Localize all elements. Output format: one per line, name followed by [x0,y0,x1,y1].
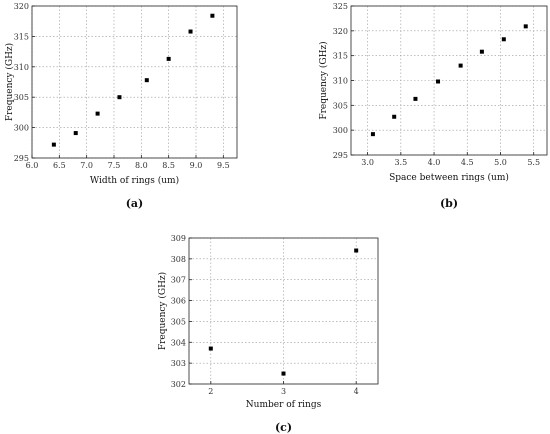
panel-label: (b) [440,197,458,210]
panel-label: (c) [275,421,292,434]
y-tick-label: 309 [171,234,186,243]
y-tick-label: 307 [171,276,186,285]
y-tick-label: 300 [14,124,29,133]
data-point [73,131,78,136]
y-tick-label: 308 [171,255,186,264]
x-tick-label: 7.0 [80,161,93,170]
y-axis-label: Frequency (GHz) [318,41,329,119]
y-tick-label: 304 [171,338,186,347]
y-tick-label: 315 [333,52,348,61]
x-tick-label: 3 [281,387,286,396]
x-axis-label: Number of rings [246,400,322,410]
data-point [208,346,213,351]
data-point [117,95,122,100]
panel-c: 2 3 4 302 303 304 305 306 307 308 309 Number of rin… [157,234,379,434]
panel-b: 3.0 3.5 4.0 4.5 5.0 5.5 295 300 305 310 315 320 325 S… [318,2,548,210]
data-point [281,371,286,376]
y-tick-label: 315 [14,32,29,41]
y-tick-label: 305 [333,101,348,110]
x-tick-label: 4.0 [428,158,441,167]
y-tick-label: 300 [333,126,348,135]
data-point [523,24,528,29]
y-tick-label: 295 [14,154,29,163]
x-tick-label: 3.0 [361,158,374,167]
x-tick-label: 4 [354,387,359,396]
plot-frame [31,5,238,159]
x-tick-label: 8.5 [162,161,175,170]
y-tick-label: 325 [333,2,348,11]
y-axis-label: Frequency (GHz) [4,43,15,121]
x-axis-label: Space between rings (um) [389,172,509,183]
y-tick-label: 310 [14,63,29,72]
data-point [210,13,215,18]
x-tick-label: 5.5 [527,158,540,167]
data-point [501,37,506,42]
x-tick-label: 9.0 [190,161,203,170]
y-tick-label: 303 [171,359,186,368]
data-point [370,132,375,137]
panel-label: (a) [126,197,144,210]
data-point [144,78,149,83]
data-point [436,79,441,84]
x-tick-label: 4.5 [461,158,474,167]
y-axis-label: Frequency (GHz) [157,272,168,350]
data-point [166,56,171,61]
y-tick-label: 305 [14,93,29,102]
panel-a: 6.0 6.5 7.0 7.5 8.0 8.5 9.0 9.5 295 300 305 310 315 3… [4,2,238,210]
y-tick-label: 310 [333,77,348,86]
x-tick-label: 9.5 [217,161,230,170]
data-point [95,111,100,116]
data-point [413,96,418,101]
y-tick-label: 295 [333,151,348,160]
y-tick-label: 320 [14,2,29,11]
data-point [392,114,397,119]
x-tick-label: 2 [208,387,213,396]
x-tick-label: 5.0 [494,158,507,167]
x-axis-label: Width of rings (um) [90,175,179,186]
x-tick-label: 6.0 [26,161,39,170]
data-point [354,248,359,253]
y-tick-label: 302 [171,380,186,389]
x-tick-label: 7.5 [108,161,121,170]
y-tick-label: 305 [171,317,186,326]
x-tick-label: 3.5 [394,158,407,167]
x-tick-label: 6.5 [53,161,66,170]
y-tick-label: 306 [171,297,186,306]
x-tick-label: 8.0 [135,161,148,170]
data-point [188,29,193,34]
data-point [51,142,56,147]
data-point [479,49,484,54]
data-point [458,63,463,68]
y-tick-label: 320 [333,27,348,36]
